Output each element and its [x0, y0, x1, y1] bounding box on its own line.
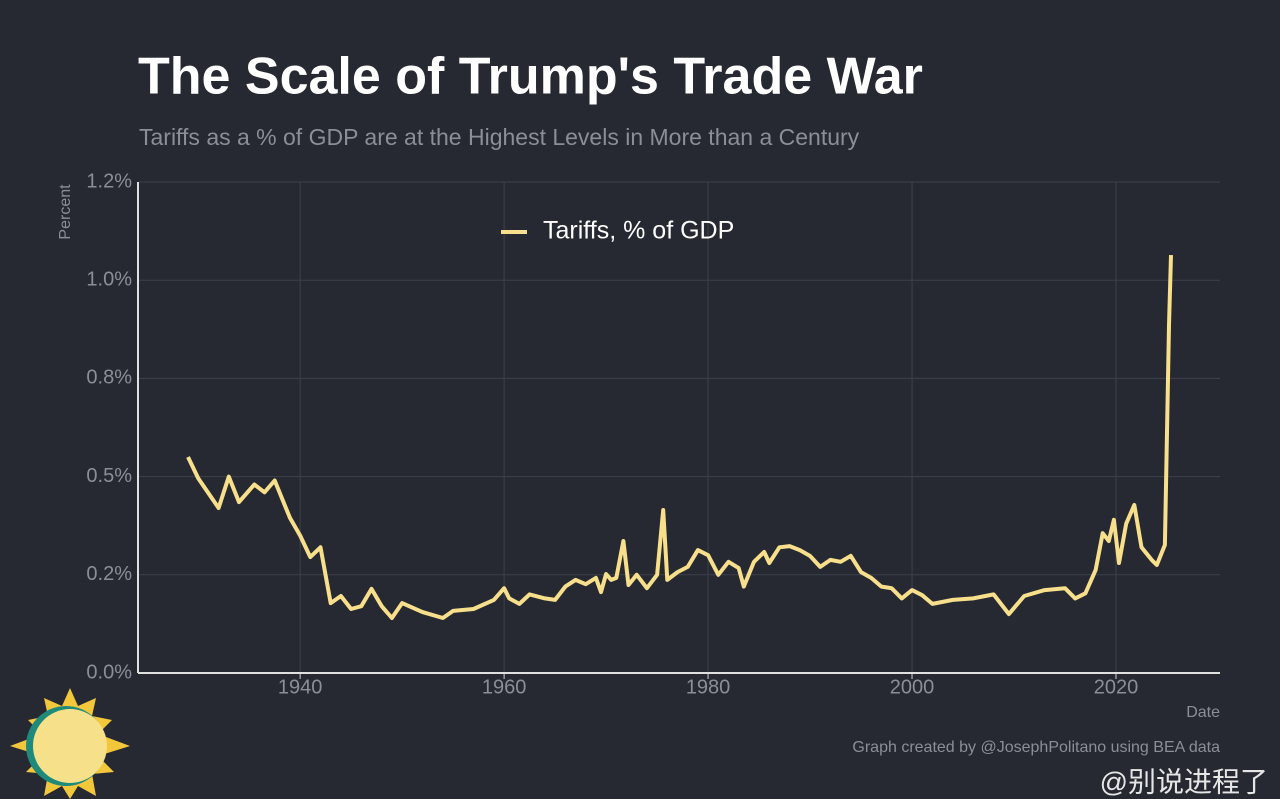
chart-title: The Scale of Trump's Trade War [138, 48, 923, 106]
x-tick-label: 2000 [890, 676, 935, 698]
x-tick-label: 1960 [482, 676, 527, 698]
y-tick-label: 0.5% [86, 465, 132, 487]
y-axis-label: Percent [57, 184, 74, 240]
logo [10, 688, 130, 799]
x-tick-label: 1940 [278, 676, 323, 698]
y-tick-label: 0.0% [86, 661, 132, 683]
footer: Graph created by @JosephPolitano using B… [852, 739, 1220, 756]
y-tick-label: 0.8% [86, 367, 132, 389]
legend-label: Tariffs, % of GDP [543, 217, 734, 245]
watermark: @别说进程了 [1100, 766, 1268, 797]
x-tick-label: 2020 [1094, 676, 1139, 698]
chart-subtitle: Tariffs as a % of GDP are at the Highest… [139, 124, 860, 150]
data-line [186, 255, 1173, 620]
y-tick-label: 1.0% [86, 268, 132, 290]
x-axis-label: Date [1186, 704, 1220, 721]
y-tick-label: 1.2% [86, 170, 132, 192]
y-tick-label: 0.2% [86, 563, 132, 585]
x-tick-label: 1980 [686, 676, 731, 698]
